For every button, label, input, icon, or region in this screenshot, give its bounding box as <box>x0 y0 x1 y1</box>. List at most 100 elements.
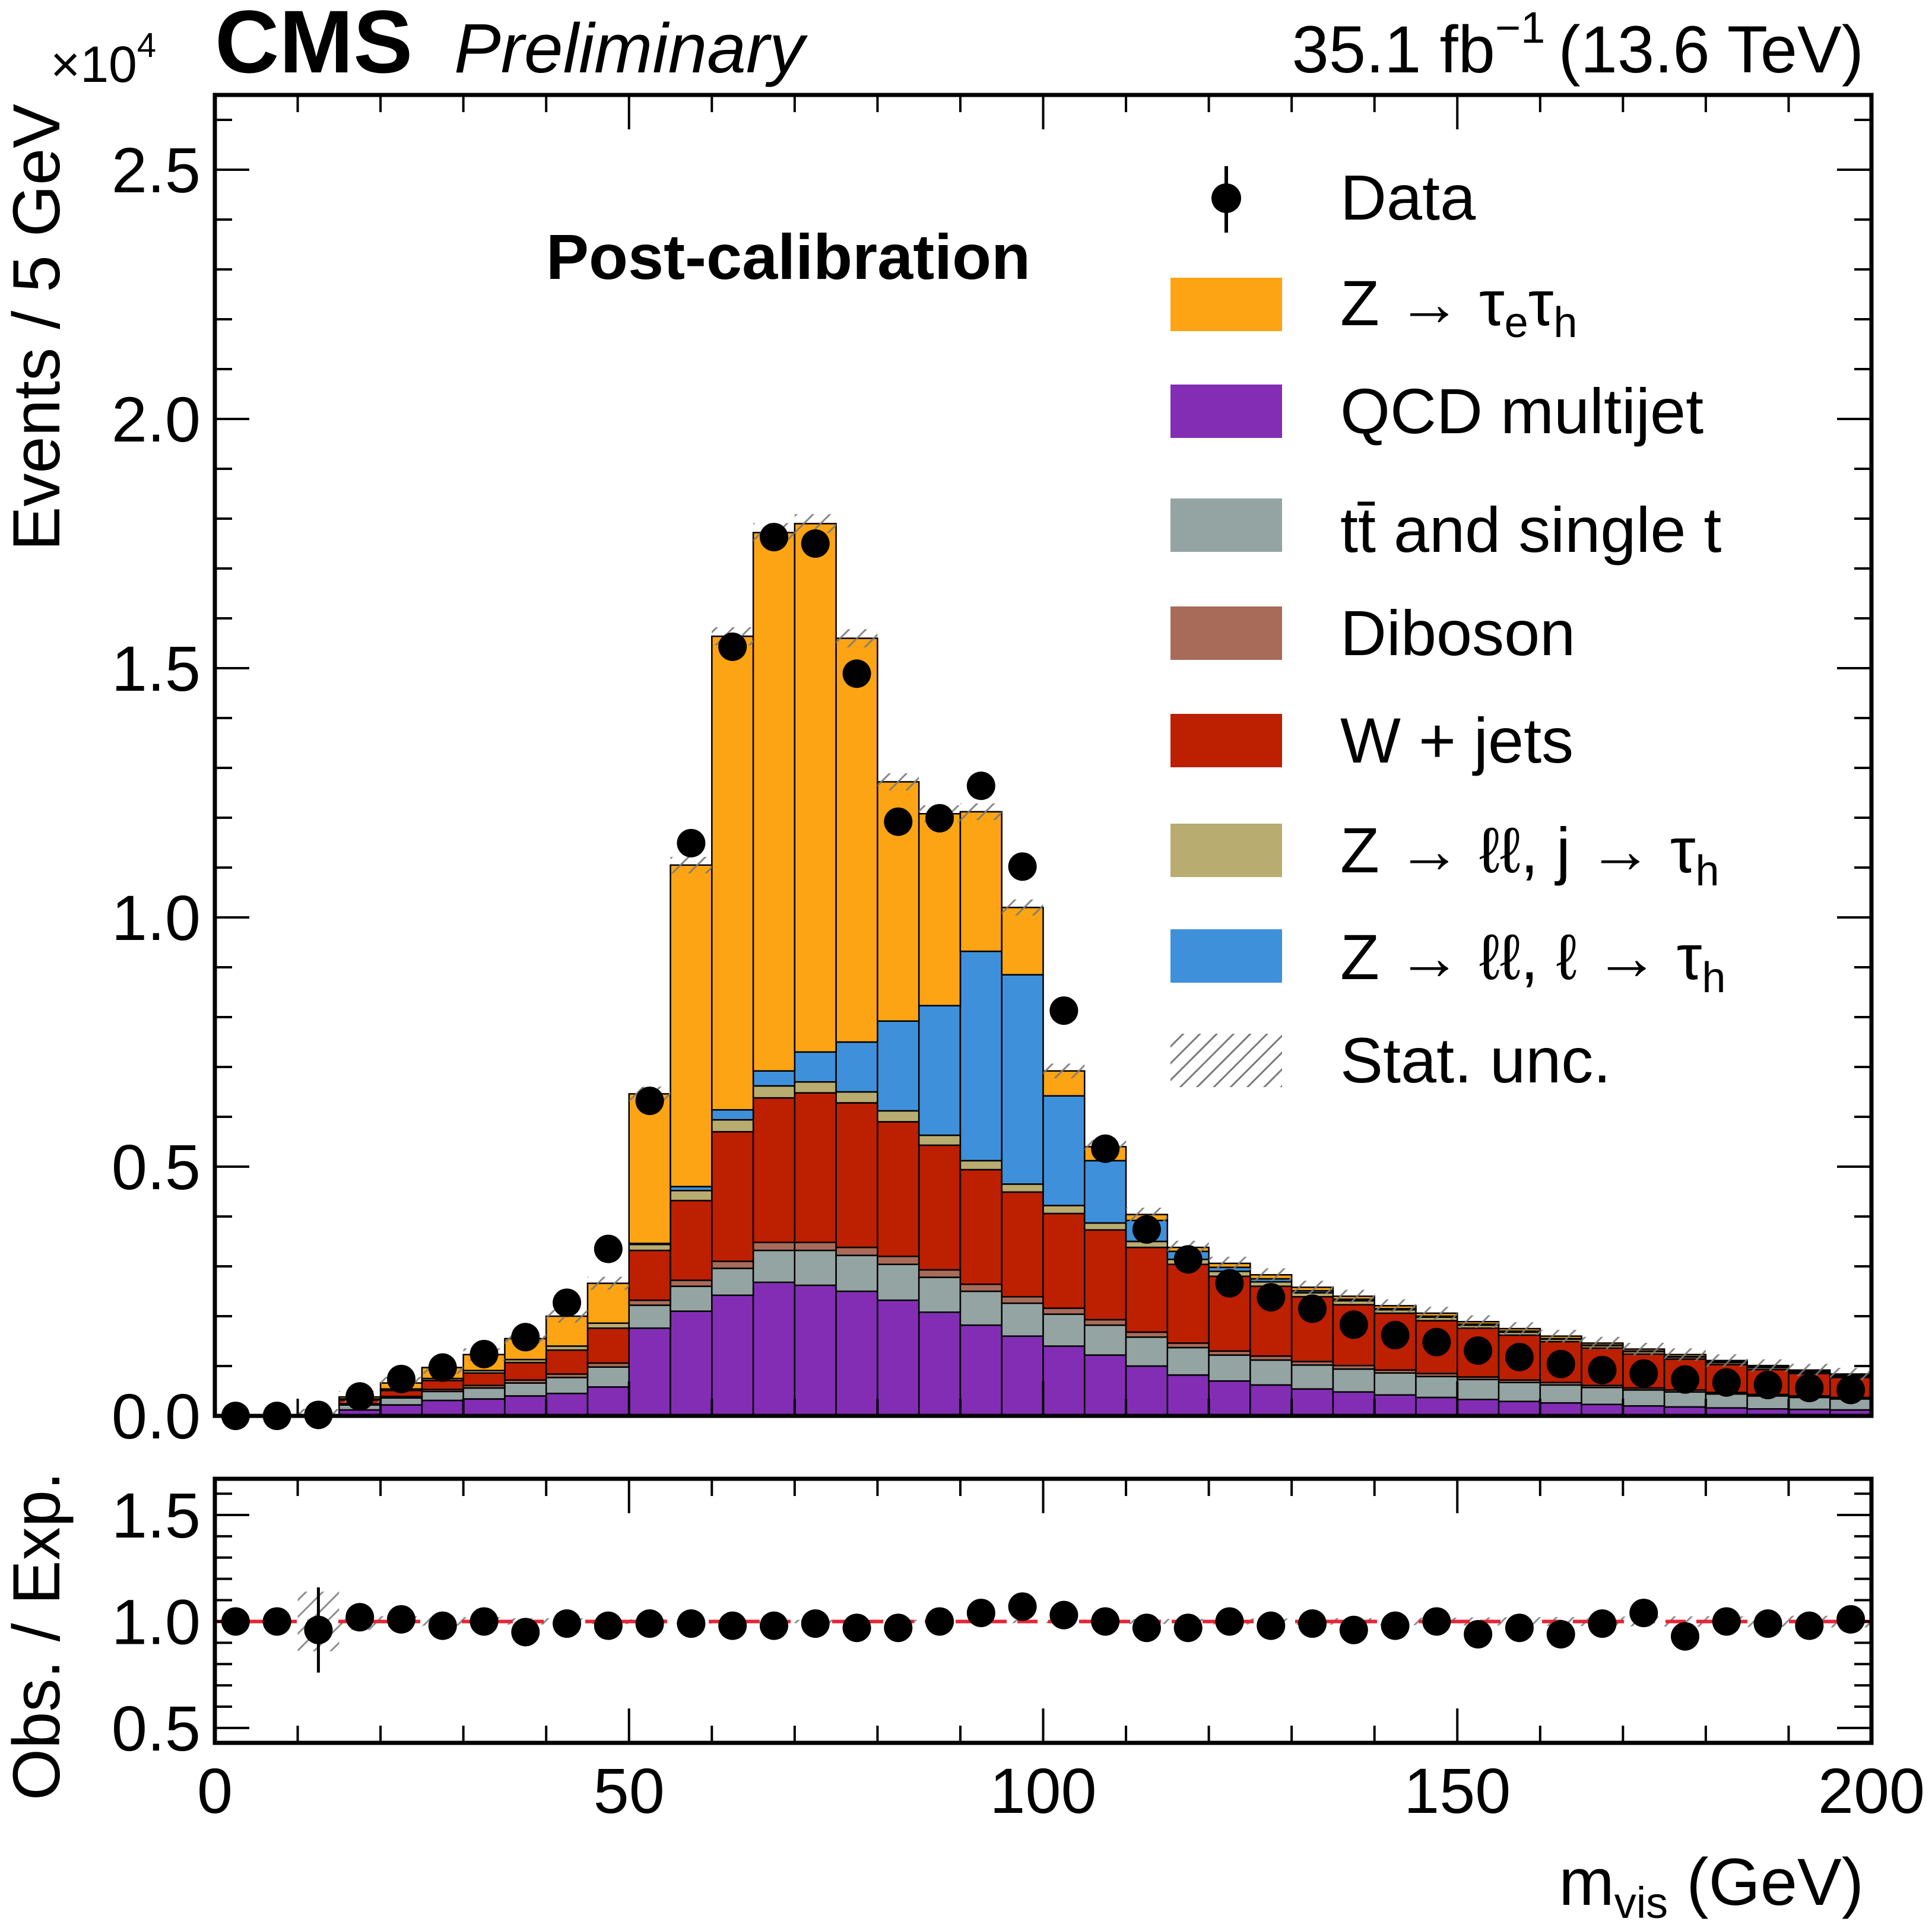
data-point <box>842 659 871 688</box>
data-point <box>428 1353 457 1382</box>
bar-ttbar <box>1332 1368 1375 1393</box>
stat-unc-hatch <box>1374 1299 1416 1313</box>
ratio-point <box>1008 1592 1037 1621</box>
legend-label-qcd: QCD multijet <box>1340 375 1703 447</box>
bar-diboson <box>670 1279 713 1287</box>
y-tick-label: 1.0 <box>112 882 201 954</box>
x-tick-label: 150 <box>1404 1755 1511 1827</box>
data-point <box>1836 1376 1866 1405</box>
bar-ttbar <box>918 1276 962 1313</box>
data-point <box>1049 996 1078 1025</box>
legend-swatch-zll-l <box>1170 929 1282 983</box>
data-point <box>1173 1245 1203 1274</box>
data-point <box>469 1339 499 1368</box>
bar-wjets <box>835 1102 878 1249</box>
bar-zll_j <box>711 1119 754 1133</box>
stat-unc-hatch <box>1499 1322 1540 1335</box>
bar-qcd <box>1084 1354 1127 1417</box>
ratio-points <box>221 1587 1866 1673</box>
legend: Data Z → τeτh QCD multijet tt̄ and singl… <box>1170 161 1725 1096</box>
y-tick-label: 1.5 <box>112 633 201 704</box>
y-multiplier: ×104 <box>50 26 156 93</box>
bar-ttbar <box>1457 1378 1500 1400</box>
bar-ttbar <box>1373 1372 1417 1396</box>
bar-qcd <box>1042 1345 1086 1417</box>
stat-unc-hatch <box>1581 1336 1623 1349</box>
bar-ttbar <box>379 1397 423 1406</box>
bar-ttbar <box>1581 1386 1624 1405</box>
stat-unc-hatch <box>836 629 878 647</box>
bar-wjets <box>1125 1246 1169 1333</box>
bar-zll_j <box>959 1160 1003 1171</box>
bar-diboson <box>877 1255 920 1265</box>
bar-qcd <box>1332 1391 1375 1417</box>
stat-unc-hatch <box>587 1276 629 1290</box>
ratio-point <box>1215 1607 1244 1636</box>
bar-ttbar <box>1042 1313 1086 1347</box>
bar-ttbar <box>421 1390 464 1402</box>
bar-ttbar <box>1249 1359 1293 1386</box>
bar-ztt <box>752 532 796 1072</box>
ratio-point <box>1132 1613 1161 1643</box>
bar-zll_l <box>752 1070 796 1087</box>
bar-ztt <box>835 637 878 1043</box>
stat-unc-hatch <box>1788 1364 1831 1377</box>
bar-zll_l <box>918 1005 962 1136</box>
lumi-label: 35.1 fb−1 (13.6 TeV) <box>1292 3 1864 87</box>
legend-label-ttbar: tt̄ and single t <box>1340 494 1721 566</box>
ratio-point <box>1091 1607 1120 1636</box>
legend-label-diboson: Diboson <box>1340 597 1575 669</box>
ratio-point <box>1795 1611 1824 1640</box>
lumi-exponent: −1 <box>1495 3 1545 52</box>
bar-wjets <box>918 1144 962 1271</box>
data-point <box>635 1087 664 1116</box>
bar-diboson <box>711 1260 754 1269</box>
ratio-point <box>635 1609 664 1638</box>
bar-zll_l <box>1084 1160 1127 1224</box>
bar-qcd <box>711 1294 754 1417</box>
ratio-point <box>1339 1615 1368 1644</box>
legend-swatch-ztt <box>1170 278 1282 331</box>
data-point <box>1753 1370 1782 1399</box>
bar-ztt <box>918 813 962 1006</box>
ratio-point <box>1629 1599 1658 1628</box>
bar-wjets <box>877 1121 920 1257</box>
stat-unc-hatch <box>1208 1256 1251 1270</box>
stat-unc-hatch <box>1540 1329 1582 1343</box>
data-point <box>1505 1342 1534 1371</box>
bar-qcd <box>1415 1396 1458 1417</box>
stat-unc-hatch <box>1705 1354 1747 1367</box>
legend-swatch-wjets <box>1170 714 1282 767</box>
ratio-point <box>677 1609 706 1638</box>
bar-ztt <box>628 1093 671 1244</box>
ratio-point <box>966 1599 995 1628</box>
bar-diboson <box>835 1246 878 1256</box>
data-point <box>925 803 954 833</box>
bar-ttbar <box>1663 1391 1707 1408</box>
data-point <box>1257 1283 1286 1312</box>
lumi-value: 35.1 fb <box>1292 12 1495 87</box>
data-points <box>221 523 1866 1430</box>
bar-zll_l <box>1001 974 1044 1185</box>
bar-ttbar <box>1290 1364 1334 1390</box>
stat-unc-hatch <box>1001 899 1043 916</box>
bar-zll_j <box>794 1081 837 1094</box>
bar-wjets <box>959 1168 1003 1285</box>
data-point <box>1795 1373 1824 1402</box>
ratio-y-axis-label: Obs. / Exp. <box>0 1472 74 1800</box>
stat-unc-hatch <box>1623 1342 1665 1355</box>
bar-qcd <box>1373 1394 1417 1417</box>
x-tick-label: 0 <box>197 1755 233 1827</box>
bar-wjets <box>1084 1229 1127 1321</box>
bar-zll_j <box>918 1134 962 1146</box>
y-tick-label: 0.5 <box>112 1131 201 1203</box>
ratio-point <box>1381 1611 1410 1640</box>
data-point <box>759 523 788 552</box>
x-tick-label: 100 <box>989 1755 1096 1827</box>
bar-diboson <box>752 1241 796 1252</box>
bar-qcd <box>1001 1335 1044 1417</box>
bar-zll_l <box>794 1051 837 1083</box>
ratio-panel-frame <box>212 1476 1874 1745</box>
bar-zll_l <box>959 950 1003 1162</box>
bar-ttbar <box>670 1285 713 1312</box>
